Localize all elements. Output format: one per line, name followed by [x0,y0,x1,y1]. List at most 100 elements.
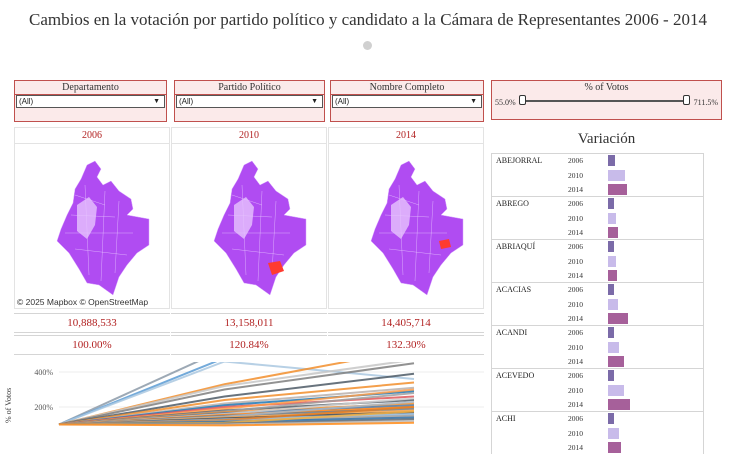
slider-low-handle[interactable] [519,95,526,105]
variacion-bar[interactable] [608,241,614,252]
variacion-row[interactable]: 2010 [492,384,703,398]
variacion-bar[interactable] [608,270,617,281]
variacion-bar[interactable] [608,212,616,224]
variacion-row[interactable]: 2014 [492,398,703,412]
variacion-bar[interactable] [608,384,624,396]
variacion-row[interactable]: 2010 [492,298,703,312]
dropdown-arrow-icon[interactable]: ▼ [470,98,477,105]
variacion-row[interactable]: 2006 [492,240,703,254]
variacion-group[interactable]: ABREGO 2006 2010 2014 [492,197,703,240]
variacion-group[interactable]: ACACIAS 2006 2010 2014 [492,283,703,326]
variacion-row[interactable]: 2010 [492,212,703,226]
nombre-dropdown[interactable]: (All) ▼ [332,95,482,108]
series-line[interactable] [58,381,415,426]
municipio-name: ACANDI [496,328,528,337]
map-region[interactable] [213,160,307,296]
variacion-bar[interactable] [608,298,618,310]
line-chart-svg[interactable]: 600%400%200% [14,362,484,454]
series-line[interactable] [58,362,415,426]
variacion-row[interactable]: 2014 [492,312,703,326]
y-tick-label: 200% [34,403,53,412]
variacion-bar[interactable] [608,370,614,381]
variacion-row[interactable]: 2014 [492,226,703,240]
partido-dropdown[interactable]: (All) ▼ [176,95,323,108]
votos-range-slider[interactable]: % of Votos 55.0% 711.5% [491,80,722,120]
variacion-bar[interactable] [608,399,630,410]
municipio-name: ACHI [496,414,516,423]
map-highlight-region[interactable] [439,239,451,249]
y-tick-label: 400% [34,368,53,377]
map-year-label: 2014 [329,128,483,144]
variacion-bar[interactable] [608,155,615,166]
variacion-row[interactable]: 2014 [492,269,703,283]
series-line[interactable] [58,372,415,426]
variacion-group[interactable]: ACHI 2006 2010 2014 [492,412,703,454]
map-region-light[interactable] [77,197,97,239]
variacion-group[interactable]: ABEJORRAL 2006 2010 2014 [492,154,703,197]
variacion-bar[interactable] [608,198,614,209]
variacion-row[interactable]: 2010 [492,427,703,441]
dropdown-arrow-icon[interactable]: ▼ [311,98,318,105]
variacion-bar[interactable] [608,255,616,267]
variacion-bar[interactable] [608,227,618,238]
variacion-bar[interactable] [608,442,621,453]
variacion-row[interactable]: 2006 [492,154,703,168]
variacion-bar[interactable] [608,356,624,367]
map-2006[interactable]: 2006 [14,127,170,309]
variacion-row[interactable]: 2014 [492,355,703,369]
year-label: 2006 [568,242,583,251]
series-line[interactable] [58,362,414,426]
variacion-row[interactable]: 2010 [492,341,703,355]
variacion-bar[interactable] [608,184,627,195]
variacion-group[interactable]: ABRIAQUÍ 2006 2010 2014 [492,240,703,283]
total-votes-2014: 14,405,714 [328,313,484,333]
series-line[interactable] [58,421,415,427]
departamento-dropdown[interactable]: (All) ▼ [16,95,165,108]
variacion-row[interactable]: 2014 [492,441,703,454]
variacion-group[interactable]: ACANDI 2006 2010 2014 [492,326,703,369]
variacion-bar[interactable] [608,413,614,424]
colombia-map-icon[interactable] [172,145,328,309]
variacion-bar[interactable] [608,284,614,295]
map-region[interactable] [56,160,150,296]
map-highlight-region[interactable] [268,261,284,275]
variacion-row[interactable]: 2010 [492,169,703,183]
colombia-map-icon[interactable] [329,145,485,309]
map-attribution[interactable]: © 2025 Mapbox © OpenStreetMap [17,297,149,307]
filter-partido-politico[interactable]: Partido Político (All) ▼ [174,80,325,122]
variacion-bar[interactable] [608,427,619,439]
slider-track[interactable] [522,100,686,102]
variacion-row[interactable]: 2006 [492,369,703,383]
variacion-bar[interactable] [608,313,628,324]
series-line[interactable] [58,362,415,426]
variacion-bar[interactable] [608,169,625,181]
variacion-group[interactable]: ACEVEDO 2006 2010 2014 [492,369,703,412]
map-region-light[interactable] [391,197,411,239]
map-2014[interactable]: 2014 [328,127,484,309]
colombia-map-icon[interactable] [15,145,171,309]
filter-nombre-completo[interactable]: Nombre Completo (All) ▼ [330,80,484,122]
variacion-bar[interactable] [608,341,619,353]
year-label: 2010 [568,170,583,180]
votes-line-chart[interactable]: 600%400%200% [14,362,484,454]
variacion-row[interactable]: 2006 [492,197,703,211]
slider-high-handle[interactable] [683,95,690,105]
variacion-row[interactable]: 2006 [492,326,703,340]
series-line[interactable] [58,362,414,426]
variacion-table[interactable]: ABEJORRAL 2006 2010 2014 ABREGO 2006 2010 2014 A… [491,153,704,454]
variacion-bar[interactable] [608,327,614,338]
variacion-row[interactable]: 2006 [492,283,703,297]
map-region[interactable] [370,160,464,296]
variacion-row[interactable]: 2006 [492,412,703,426]
variacion-row[interactable]: 2010 [492,255,703,269]
filter-departamento[interactable]: Departamento (All) ▼ [14,80,167,122]
slider-min-value: 55.0% [495,98,516,107]
variacion-row[interactable]: 2014 [492,183,703,197]
dropdown-arrow-icon[interactable]: ▼ [153,98,160,105]
map-region-light[interactable] [234,197,254,239]
year-label: 2010 [568,256,583,266]
total-votes-2010: 13,158,011 [171,313,327,333]
municipio-name: ABEJORRAL [496,156,543,165]
series-line[interactable] [58,362,414,426]
map-2010[interactable]: 2010 [171,127,327,309]
